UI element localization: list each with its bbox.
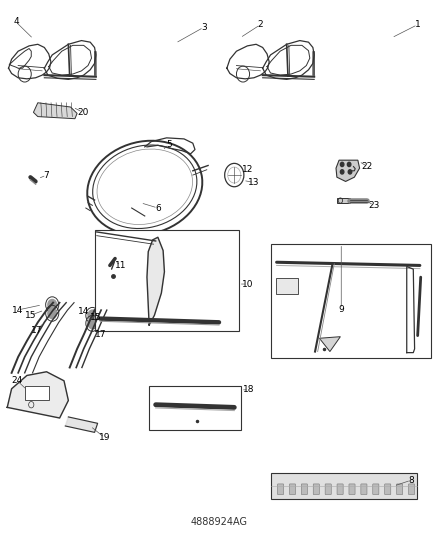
Text: 7: 7 bbox=[44, 171, 49, 180]
Text: 5: 5 bbox=[166, 140, 172, 149]
Circle shape bbox=[347, 163, 351, 166]
FancyBboxPatch shape bbox=[290, 484, 296, 495]
Text: 17: 17 bbox=[31, 326, 42, 335]
Text: 4: 4 bbox=[13, 18, 19, 27]
FancyBboxPatch shape bbox=[349, 484, 355, 495]
FancyBboxPatch shape bbox=[301, 484, 307, 495]
Polygon shape bbox=[33, 103, 77, 119]
FancyBboxPatch shape bbox=[278, 484, 284, 495]
Text: 10: 10 bbox=[242, 279, 253, 288]
FancyBboxPatch shape bbox=[373, 484, 379, 495]
FancyBboxPatch shape bbox=[149, 386, 241, 430]
Text: 6: 6 bbox=[155, 204, 161, 213]
Text: 18: 18 bbox=[243, 385, 254, 394]
FancyBboxPatch shape bbox=[276, 278, 297, 294]
Text: 12: 12 bbox=[242, 165, 253, 174]
FancyBboxPatch shape bbox=[385, 484, 391, 495]
Text: 3: 3 bbox=[201, 23, 207, 32]
Text: 4888924AG: 4888924AG bbox=[191, 516, 247, 527]
Text: 15: 15 bbox=[90, 312, 102, 321]
Circle shape bbox=[48, 300, 57, 310]
Polygon shape bbox=[336, 160, 360, 181]
FancyBboxPatch shape bbox=[325, 484, 331, 495]
Text: 14: 14 bbox=[11, 305, 23, 314]
FancyBboxPatch shape bbox=[271, 473, 417, 499]
Text: 24: 24 bbox=[12, 376, 23, 385]
Polygon shape bbox=[319, 337, 340, 352]
Circle shape bbox=[340, 163, 344, 166]
Text: 15: 15 bbox=[25, 311, 36, 320]
Text: 22: 22 bbox=[362, 162, 373, 171]
Text: 17: 17 bbox=[95, 330, 106, 339]
FancyBboxPatch shape bbox=[313, 484, 319, 495]
Text: 9: 9 bbox=[339, 304, 344, 313]
FancyBboxPatch shape bbox=[271, 244, 431, 358]
FancyBboxPatch shape bbox=[95, 230, 239, 332]
FancyBboxPatch shape bbox=[337, 484, 343, 495]
FancyBboxPatch shape bbox=[25, 385, 49, 400]
Circle shape bbox=[340, 169, 344, 174]
Circle shape bbox=[88, 310, 97, 321]
Polygon shape bbox=[147, 237, 164, 325]
Text: 23: 23 bbox=[368, 201, 380, 210]
Text: 20: 20 bbox=[77, 108, 88, 117]
Text: 11: 11 bbox=[115, 261, 127, 270]
Text: 19: 19 bbox=[99, 433, 110, 442]
FancyBboxPatch shape bbox=[409, 484, 415, 495]
Polygon shape bbox=[337, 198, 350, 203]
Polygon shape bbox=[7, 372, 68, 418]
Text: 14: 14 bbox=[78, 307, 89, 316]
FancyBboxPatch shape bbox=[396, 484, 403, 495]
Text: 8: 8 bbox=[408, 476, 414, 484]
Circle shape bbox=[48, 308, 57, 319]
Text: 2: 2 bbox=[258, 20, 263, 29]
Circle shape bbox=[348, 169, 352, 174]
FancyBboxPatch shape bbox=[361, 484, 367, 495]
Circle shape bbox=[88, 318, 97, 329]
Text: 13: 13 bbox=[248, 178, 260, 187]
Text: 1: 1 bbox=[415, 20, 420, 29]
Polygon shape bbox=[65, 417, 98, 432]
